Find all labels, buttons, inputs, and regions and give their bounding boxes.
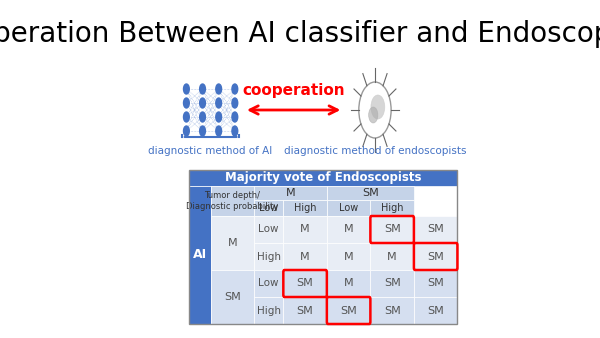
Bar: [414, 243, 457, 270]
Text: High: High: [294, 203, 316, 213]
Text: SM: SM: [427, 224, 444, 235]
Text: diagnostic method of AI: diagnostic method of AI: [148, 146, 273, 156]
Bar: [414, 270, 457, 297]
Text: High: High: [381, 203, 403, 213]
Text: Tumor depth/
Diagnostic probability: Tumor depth/ Diagnostic probability: [186, 191, 278, 211]
Circle shape: [216, 126, 221, 136]
Circle shape: [200, 98, 205, 108]
Circle shape: [184, 98, 189, 108]
Bar: [254, 243, 283, 270]
Text: M: M: [344, 224, 353, 235]
Text: Low: Low: [259, 203, 278, 213]
Text: High: High: [257, 251, 281, 262]
Text: SM: SM: [427, 306, 444, 315]
Circle shape: [184, 84, 189, 94]
Text: SM: SM: [297, 279, 313, 289]
Text: Low: Low: [259, 279, 279, 289]
Bar: [283, 200, 327, 216]
Text: Majority vote of Endoscopists: Majority vote of Endoscopists: [225, 171, 422, 185]
Bar: [327, 243, 370, 270]
Circle shape: [184, 126, 189, 136]
Bar: [327, 216, 370, 243]
Bar: [211, 216, 254, 270]
Circle shape: [368, 107, 378, 123]
Text: SM: SM: [427, 279, 444, 289]
Circle shape: [200, 112, 205, 122]
Circle shape: [232, 112, 238, 122]
Circle shape: [200, 126, 205, 136]
Bar: [283, 270, 327, 297]
Text: Cooperation Between AI classifier and Endoscopists: Cooperation Between AI classifier and En…: [0, 20, 600, 48]
Bar: [189, 170, 457, 186]
Bar: [211, 186, 254, 216]
Circle shape: [371, 95, 385, 119]
Bar: [283, 243, 327, 270]
Text: M: M: [300, 224, 310, 235]
Text: SM: SM: [224, 292, 241, 302]
Bar: [327, 186, 414, 200]
Bar: [283, 216, 327, 243]
Bar: [254, 297, 283, 324]
Bar: [254, 270, 283, 297]
Text: M: M: [388, 251, 397, 262]
Text: M: M: [227, 238, 237, 248]
Circle shape: [216, 112, 221, 122]
Bar: [370, 200, 414, 216]
Circle shape: [232, 84, 238, 94]
Bar: [370, 243, 414, 270]
Text: SM: SM: [340, 306, 357, 315]
Bar: [370, 270, 414, 297]
Bar: [370, 216, 414, 243]
Text: SM: SM: [384, 306, 401, 315]
Text: High: High: [257, 306, 281, 315]
Text: M: M: [344, 279, 353, 289]
Bar: [283, 297, 327, 324]
Text: SM: SM: [297, 306, 313, 315]
Bar: [414, 216, 457, 243]
Circle shape: [232, 126, 238, 136]
Bar: [254, 186, 327, 200]
Bar: [254, 200, 283, 216]
Bar: [414, 297, 457, 324]
Bar: [327, 200, 370, 216]
Circle shape: [184, 112, 189, 122]
Bar: [189, 170, 457, 324]
Circle shape: [200, 84, 205, 94]
Text: M: M: [300, 251, 310, 262]
Circle shape: [232, 98, 238, 108]
Bar: [189, 186, 211, 324]
Text: SM: SM: [427, 251, 444, 262]
Bar: [211, 270, 254, 324]
Circle shape: [216, 98, 221, 108]
Bar: [370, 297, 414, 324]
Text: SM: SM: [384, 279, 401, 289]
Text: SM: SM: [384, 224, 401, 235]
Text: SM: SM: [362, 188, 379, 198]
Text: AI: AI: [193, 248, 207, 262]
Text: M: M: [344, 251, 353, 262]
Text: cooperation: cooperation: [242, 83, 345, 98]
Text: Low: Low: [339, 203, 358, 213]
Bar: [254, 216, 283, 243]
Text: diagnostic method of endoscopists: diagnostic method of endoscopists: [284, 146, 466, 156]
Circle shape: [216, 84, 221, 94]
Text: M: M: [286, 188, 295, 198]
Bar: [327, 270, 370, 297]
Bar: [327, 297, 370, 324]
Text: Low: Low: [259, 224, 279, 235]
